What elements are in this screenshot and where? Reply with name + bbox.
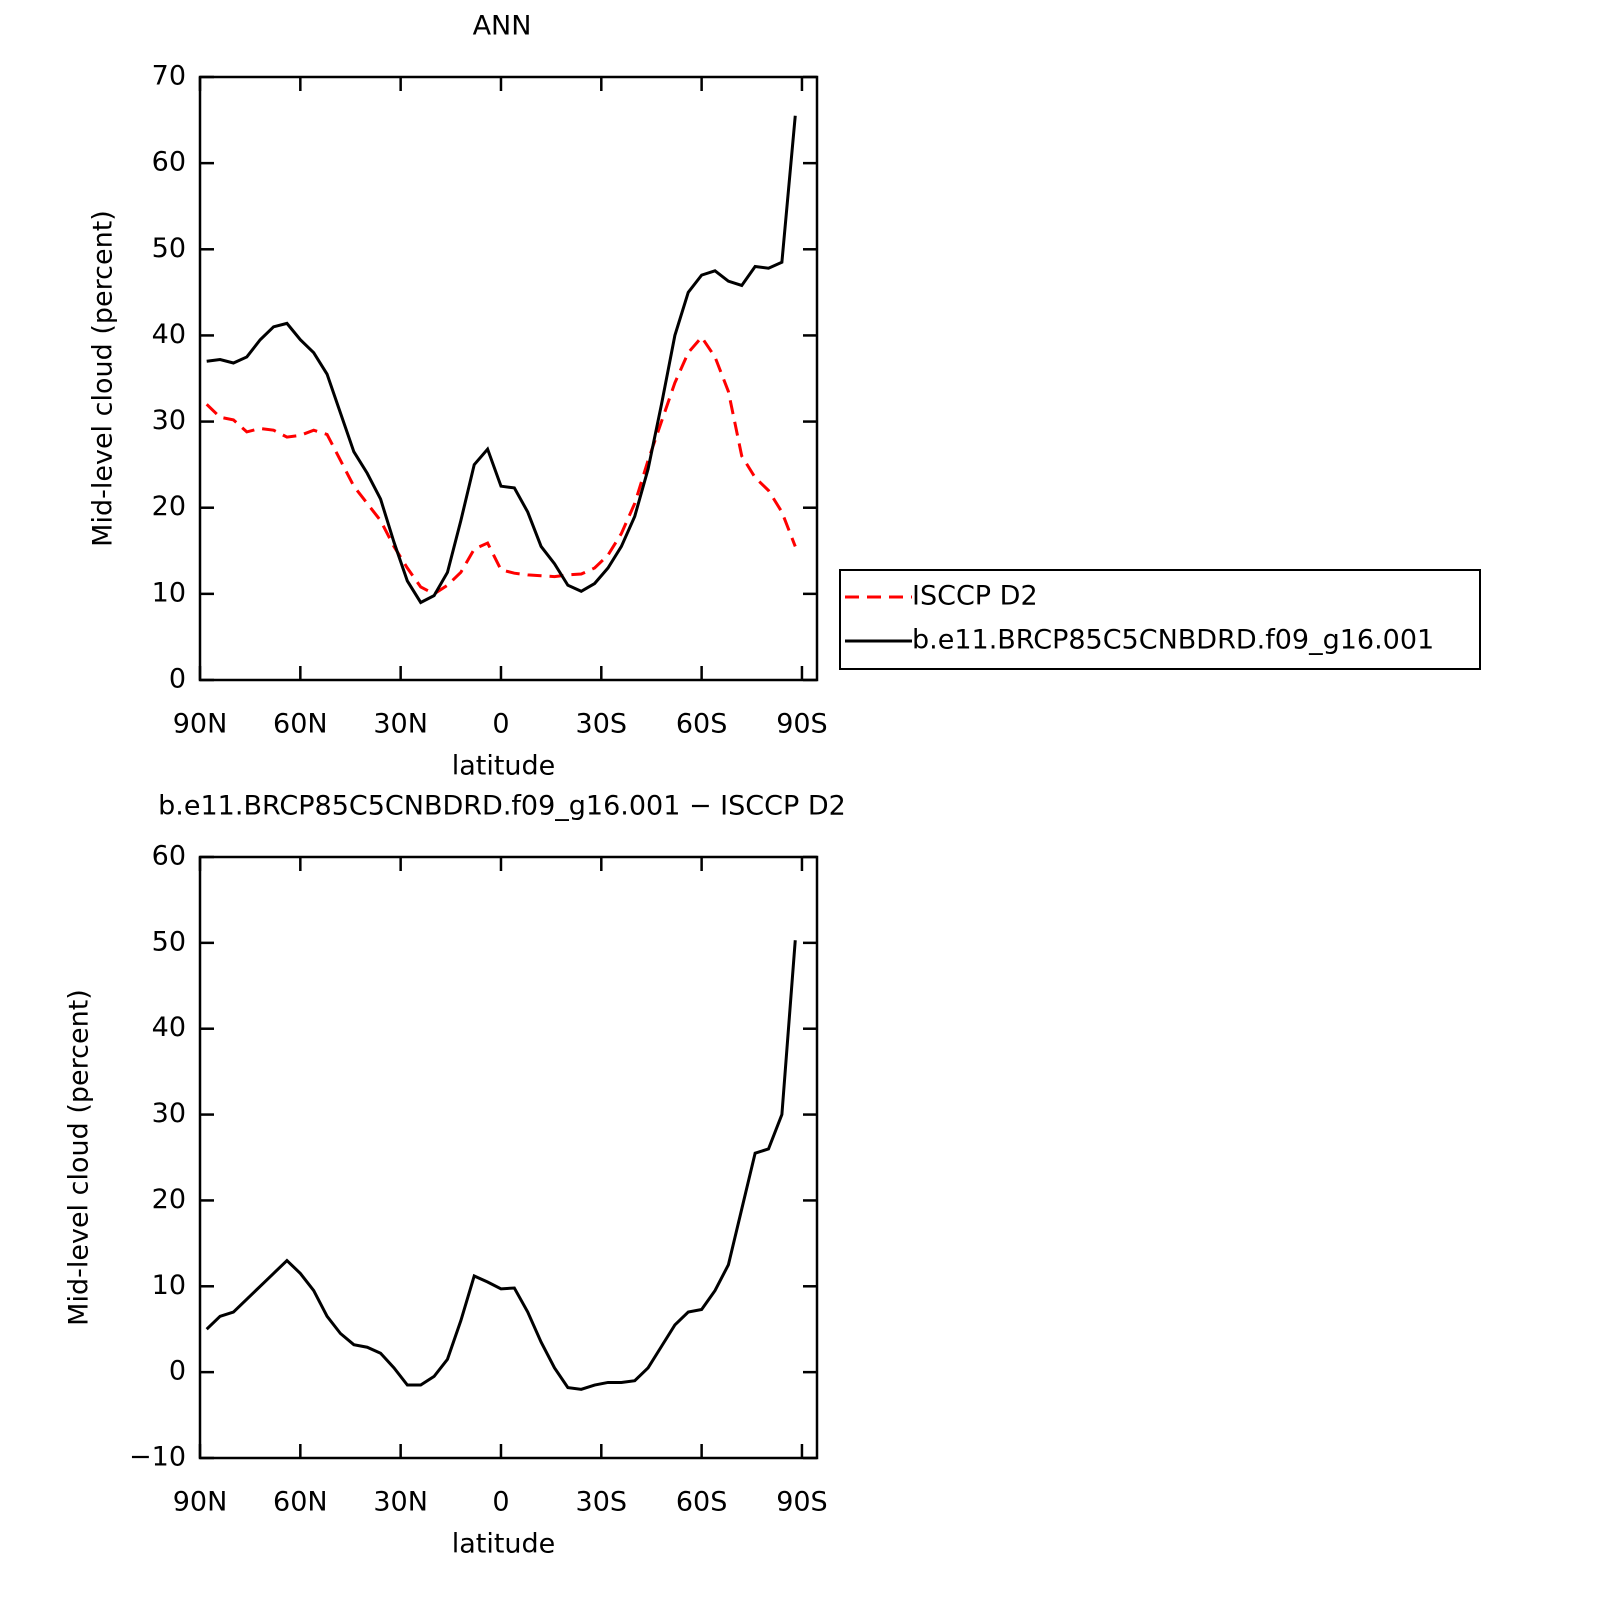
y-tick-label: 60 bbox=[152, 841, 186, 872]
x-tick-label: 60S bbox=[676, 1487, 728, 1518]
data-line bbox=[205, 334, 797, 596]
y-tick-label: 70 bbox=[152, 61, 186, 92]
y-tick-label: 10 bbox=[152, 577, 186, 608]
data-line bbox=[206, 115, 797, 605]
y-tick-label: 40 bbox=[152, 319, 186, 350]
y-tick-label: 10 bbox=[152, 1270, 186, 1301]
legend-box bbox=[839, 569, 1481, 670]
x-tick-label: 0 bbox=[492, 1487, 509, 1518]
y-tick-label: 50 bbox=[152, 926, 186, 957]
plot-frame bbox=[198, 855, 819, 1460]
x-tick-label: 60N bbox=[273, 709, 328, 740]
x-tick-label: 60N bbox=[273, 1487, 328, 1518]
legend-label: b.e11.BRCP85C5CNBDRD.f09_g16.001 bbox=[912, 625, 1434, 656]
x-tick-label: 30N bbox=[373, 1487, 428, 1518]
y-tick-label: 20 bbox=[152, 491, 186, 522]
plot-frame bbox=[198, 75, 819, 682]
x-tick-label: 30S bbox=[576, 1487, 628, 1518]
y-tick-label: 30 bbox=[152, 1098, 186, 1129]
x-tick-label: 60S bbox=[676, 709, 728, 740]
y-tick-label: 0 bbox=[169, 1356, 186, 1387]
x-tick-label: 90N bbox=[173, 1487, 228, 1518]
y-tick-label: 0 bbox=[169, 664, 186, 695]
data-line bbox=[205, 940, 797, 1391]
y-tick-label: 20 bbox=[152, 1184, 186, 1215]
chart-title: ANN bbox=[473, 11, 532, 42]
y-tick-label: 30 bbox=[152, 405, 186, 436]
x-tick-label: 0 bbox=[492, 709, 509, 740]
y-tick-label: 50 bbox=[152, 233, 186, 264]
x-axis-label: latitude bbox=[452, 1529, 556, 1560]
y-tick-label: −10 bbox=[129, 1442, 186, 1473]
x-tick-label: 30S bbox=[576, 709, 628, 740]
x-tick-label: 30N bbox=[373, 709, 428, 740]
y-tick-label: 40 bbox=[152, 1012, 186, 1043]
y-axis-label: Mid-level cloud (percent) bbox=[88, 210, 119, 547]
y-axis-label: Mid-level cloud (percent) bbox=[64, 989, 95, 1326]
x-tick-label: 90S bbox=[776, 709, 828, 740]
x-axis-label: latitude bbox=[452, 751, 556, 782]
legend-label: ISCCP D2 bbox=[912, 581, 1038, 612]
chart-title: b.e11.BRCP85C5CNBDRD.f09_g16.001 − ISCCP… bbox=[158, 791, 846, 822]
x-tick-label: 90N bbox=[173, 709, 228, 740]
x-tick-label: 90S bbox=[776, 1487, 828, 1518]
y-tick-label: 60 bbox=[152, 147, 186, 178]
